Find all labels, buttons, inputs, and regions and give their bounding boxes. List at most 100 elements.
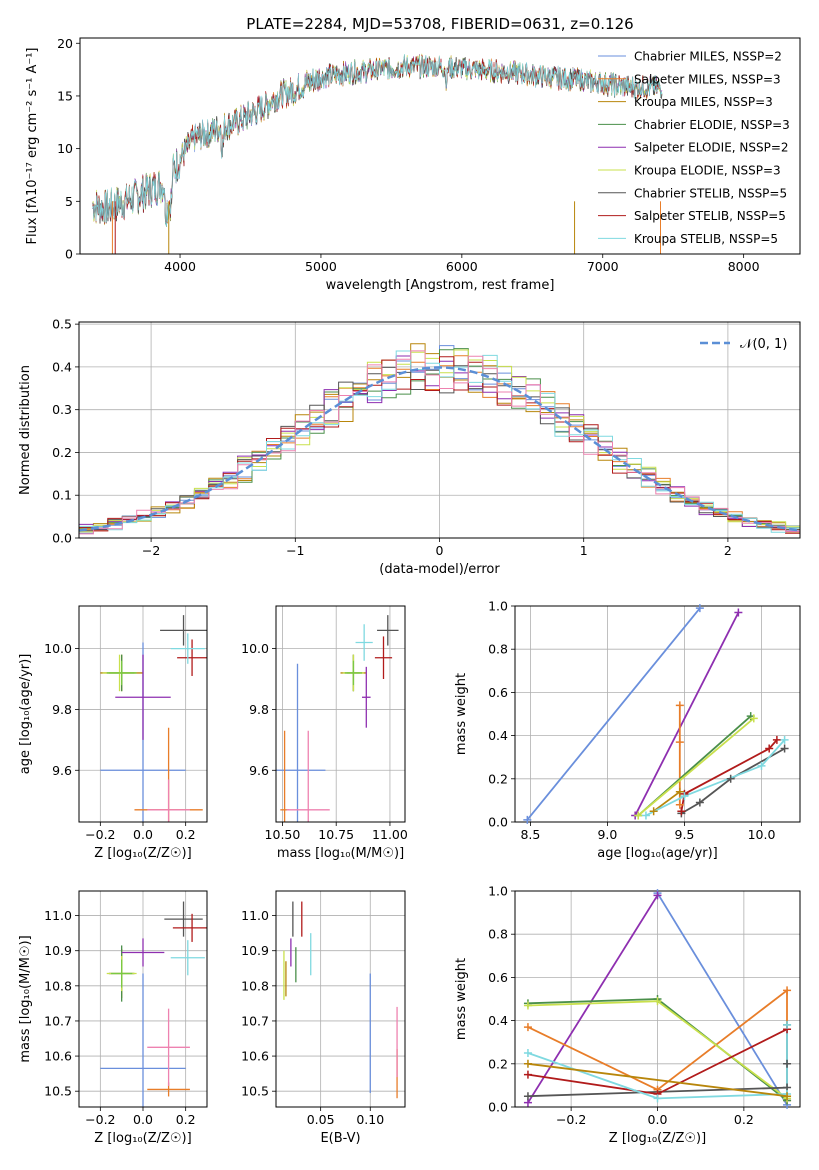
figure-title: PLATE=2284, MJD=53708, FIBERID=0631, z=0… [246,15,633,33]
x-axis-label: wavelength [Angstrom, rest frame] [326,278,555,293]
weight-marker [523,815,532,824]
weight-marker [523,1001,532,1010]
x-tick-label: 10.75 [318,827,354,842]
y-tick-label: 0.2 [488,1056,508,1071]
weight-line-7 [680,739,778,812]
y-tick-label: 10.9 [44,943,72,958]
weight-marker [783,1092,792,1101]
y-tick-label: 0.4 [488,1013,508,1028]
y-tick-label: 5 [65,194,73,209]
x-tick-label: −0.2 [85,1112,115,1127]
panel-residuals: −2 −1 0 1 2 0.0 0.1 0.2 0.3 0.4 0.5 (data-model)/er… [18,317,801,577]
y-axis-label: age [log₁₀(age/yr)] [18,654,33,775]
y-tick-label: 10 [57,141,73,156]
x-tick-label: 1 [580,543,588,558]
panel-spectrum: 4000 5000 6000 7000 8000 0 5 10 15 20 wavelength [… [25,36,801,293]
legend-label: Chabrier MILES, NSSP=2 [634,50,782,64]
x-tick-label: 11.00 [372,827,408,842]
y-tick-label: 0.6 [488,685,508,700]
weight-marker [523,1049,532,1057]
weight-line-8 [527,1062,788,1098]
panel-age-vs-mass: 10.50 10.75 11.00 9.6 9.8 10.0 mass [log₁₀(M/M… [241,605,408,861]
y-tick-label: 10.9 [241,943,269,958]
y-tick-label: 0.3 [52,402,72,417]
y-tick-label: 0.0 [488,815,508,830]
weight-line-1 [634,612,740,816]
plot-area [79,343,800,535]
y-tick-label: 9.6 [52,763,72,778]
y-tick-label: 10.7 [44,1013,72,1028]
axes-frame [79,37,801,255]
weight-marker [675,787,684,796]
y-tick-label: 11.0 [44,908,72,923]
legend-label: Chabrier ELODIE, NSSP=3 [634,118,790,132]
x-axis-label: (data-model)/error [379,562,500,577]
weight-marker [783,1020,792,1029]
y-tick-label: 0.1 [52,488,72,503]
x-tick-label: −1 [286,543,304,558]
y-axis-label: mass [log₁₀(M/M☉)] [18,935,33,1062]
x-axis-label: Z [log₁₀(Z/Z☉)] [94,1131,191,1146]
x-tick-label: −2 [142,543,160,558]
y-tick-label: 9.8 [249,702,269,717]
y-tick-label: 10.6 [44,1049,72,1064]
y-tick-label: 0.2 [488,771,508,786]
spectrum-line-8 [92,54,663,228]
weight-marker [680,792,689,801]
weight-marker [749,714,758,723]
legend-label: Kroupa MILES, NSSP=3 [634,95,773,109]
weight-marker [757,761,766,770]
y-tick-label: 1.0 [488,599,508,614]
legend-label: Kroupa ELODIE, NSSP=3 [634,164,781,178]
weight-marker [780,735,789,744]
axes-frame [78,321,801,539]
weight-line-7 [527,1024,788,1100]
y-tick-label: 0.8 [488,642,508,657]
weight-marker [695,604,704,613]
y-axis-label: mass weight [454,673,469,755]
weight-marker [783,986,792,995]
x-tick-label: −0.2 [85,827,115,842]
y-tick-label: 10.5 [241,1084,269,1099]
weight-marker [523,1070,532,1079]
x-tick-label: 0 [436,543,444,558]
normal-curve [79,366,800,532]
axes-frame [78,890,208,1108]
panel-mass-vs-Z: −0.2 0.0 0.2 10.5 10.6 10.7 10.8 10.9 11.0 Z [log… [18,890,208,1146]
weight-marker [726,774,735,783]
y-tick-label: 0.5 [52,317,72,332]
plot-area [100,615,207,822]
spectrum-legend: Chabrier MILES, NSSP=2 Salpeter MILES, NS… [598,50,790,246]
x-axis-label: age [log₁₀(age/yr)] [597,846,718,861]
panel-age-vs-Z: −0.2 0.0 0.2 9.6 9.8 10.0 Z [log₁₀(Z/Z☉)] age [… [18,605,208,861]
weight-line-6 [680,747,786,815]
axes-frame [78,605,208,823]
weight-marker [734,608,743,617]
axes-frame [514,605,801,823]
y-tick-label: 10.5 [44,1084,72,1099]
weight-marker [675,800,684,809]
weight-line-0 [526,607,701,821]
x-tick-label: 0.0 [133,1112,153,1127]
weight-marker [783,1059,792,1068]
x-tick-label: 10.0 [748,827,776,842]
legend-label: Kroupa STELIB, NSSP=5 [634,232,778,246]
plot-area [100,901,207,1107]
plot-area [92,53,663,254]
x-tick-label: 0.05 [307,1112,335,1127]
axes-frame [275,605,406,823]
legend-label: Chabrier STELIB, NSSP=5 [634,186,787,200]
x-axis-label: Z [log₁₀(Z/Z☉)] [609,1131,706,1146]
y-tick-label: 1.0 [488,884,508,899]
panel-massweight-vs-Z: −0.2 0.0 0.2 0.0 0.2 0.4 0.6 0.8 1.0 Z [log₁₀(Z/Z… [454,884,801,1146]
y-tick-label: 11.0 [241,908,269,923]
histogram-series-8 [79,350,800,533]
x-tick-label: −0.2 [556,1112,586,1127]
axes-frame [275,890,406,1108]
panel-mass-vs-EBV: 0.05 0.10 10.5 10.6 10.7 10.8 10.9 11.0 E(B-V) [241,890,406,1146]
y-tick-label: 0.4 [488,728,508,743]
panel-massweight-vs-age: 8.5 9.0 9.5 10.0 0.0 0.2 0.4 0.6 0.8 1.0 age [log₁… [454,599,801,861]
x-tick-label: 5000 [305,259,337,274]
y-tick-label: 0.6 [488,970,508,985]
weight-marker [772,735,781,744]
